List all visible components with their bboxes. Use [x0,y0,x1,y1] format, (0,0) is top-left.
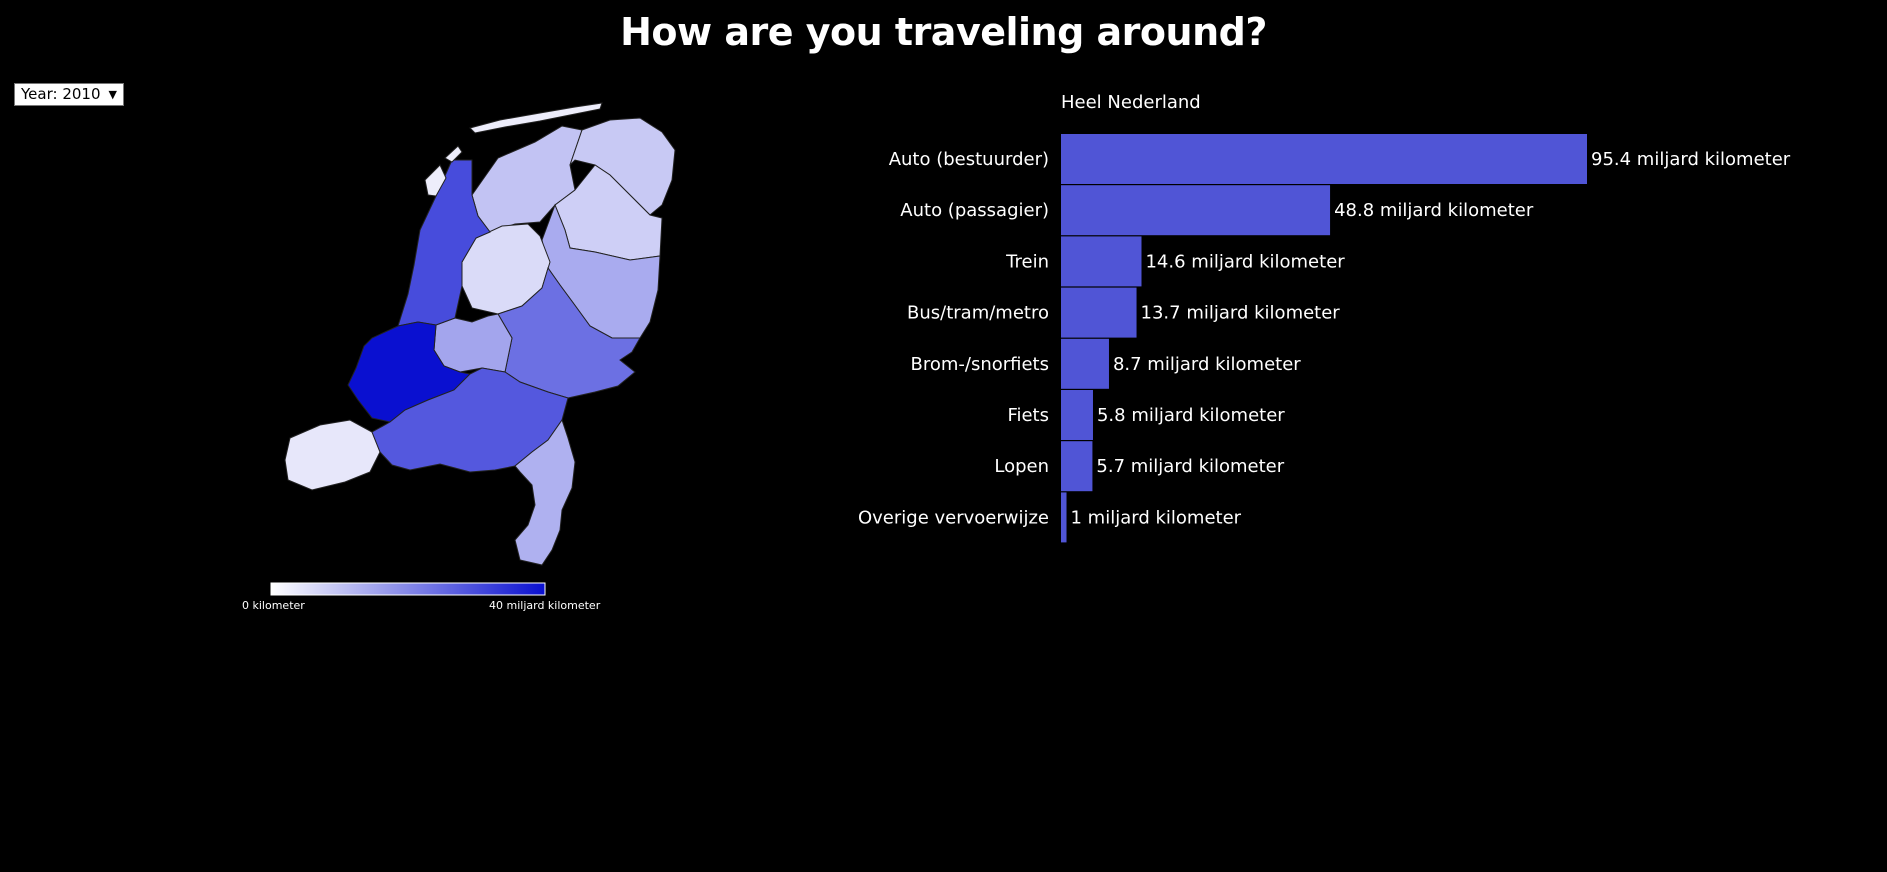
category-label: Trein [1005,251,1049,272]
map-region-wadden[interactable] [424,102,603,197]
category-label: Overige vervoerwijze [858,507,1049,528]
year-value: 2010 [62,85,101,103]
category-label: Bus/tram/metro [907,303,1049,324]
map-region-noord-brabant[interactable] [371,367,569,473]
bar [1061,185,1331,236]
year-dropdown[interactable]: Year: 2010 ▼ [14,83,124,106]
bar [1061,492,1067,543]
legend-max-label: 40 miljard kilometer [489,599,601,612]
bars: Auto (bestuurder) 95.4 miljard kilometer A… [858,134,1791,543]
value-label: 5.8 miljard kilometer [1097,405,1285,426]
map-region-noord-holland[interactable] [397,159,491,327]
chevron-down-icon: ▼ [108,88,117,101]
value-label: 13.7 miljard kilometer [1141,303,1341,324]
legend-min-label: 0 kilometer [242,599,305,612]
map-regions [284,102,676,566]
category-label: Auto (bestuurder) [889,149,1049,170]
bar [1061,287,1137,338]
map-legend: 0 kilometer 40 miljard kilometer [242,582,601,612]
category-label: Fiets [1007,405,1049,426]
category-label: Auto (passagier) [900,200,1049,221]
bar [1061,338,1109,389]
category-label: Brom-/snorfiets [910,354,1049,375]
legend-color-scale [270,582,546,596]
value-label: 95.4 miljard kilometer [1591,149,1791,170]
map-region-zeeland[interactable] [284,419,381,491]
year-prefix: Year: [21,85,58,103]
bar [1061,441,1093,492]
value-label: 5.7 miljard kilometer [1096,456,1284,477]
chart-title: Heel Nederland [1061,92,1201,113]
map-region-groningen[interactable] [569,117,676,216]
bar [1061,390,1093,440]
value-label: 48.8 miljard kilometer [1334,200,1534,221]
bar [1061,236,1142,287]
value-label: 8.7 miljard kilometer [1113,354,1301,375]
page-title: How are you traveling around? [620,10,1267,54]
value-label: 1 miljard kilometer [1071,507,1242,528]
bar [1061,134,1587,184]
category-label: Lopen [994,456,1049,477]
value-label: 14.6 miljard kilometer [1145,251,1345,272]
map-region-limburg[interactable] [514,418,576,566]
